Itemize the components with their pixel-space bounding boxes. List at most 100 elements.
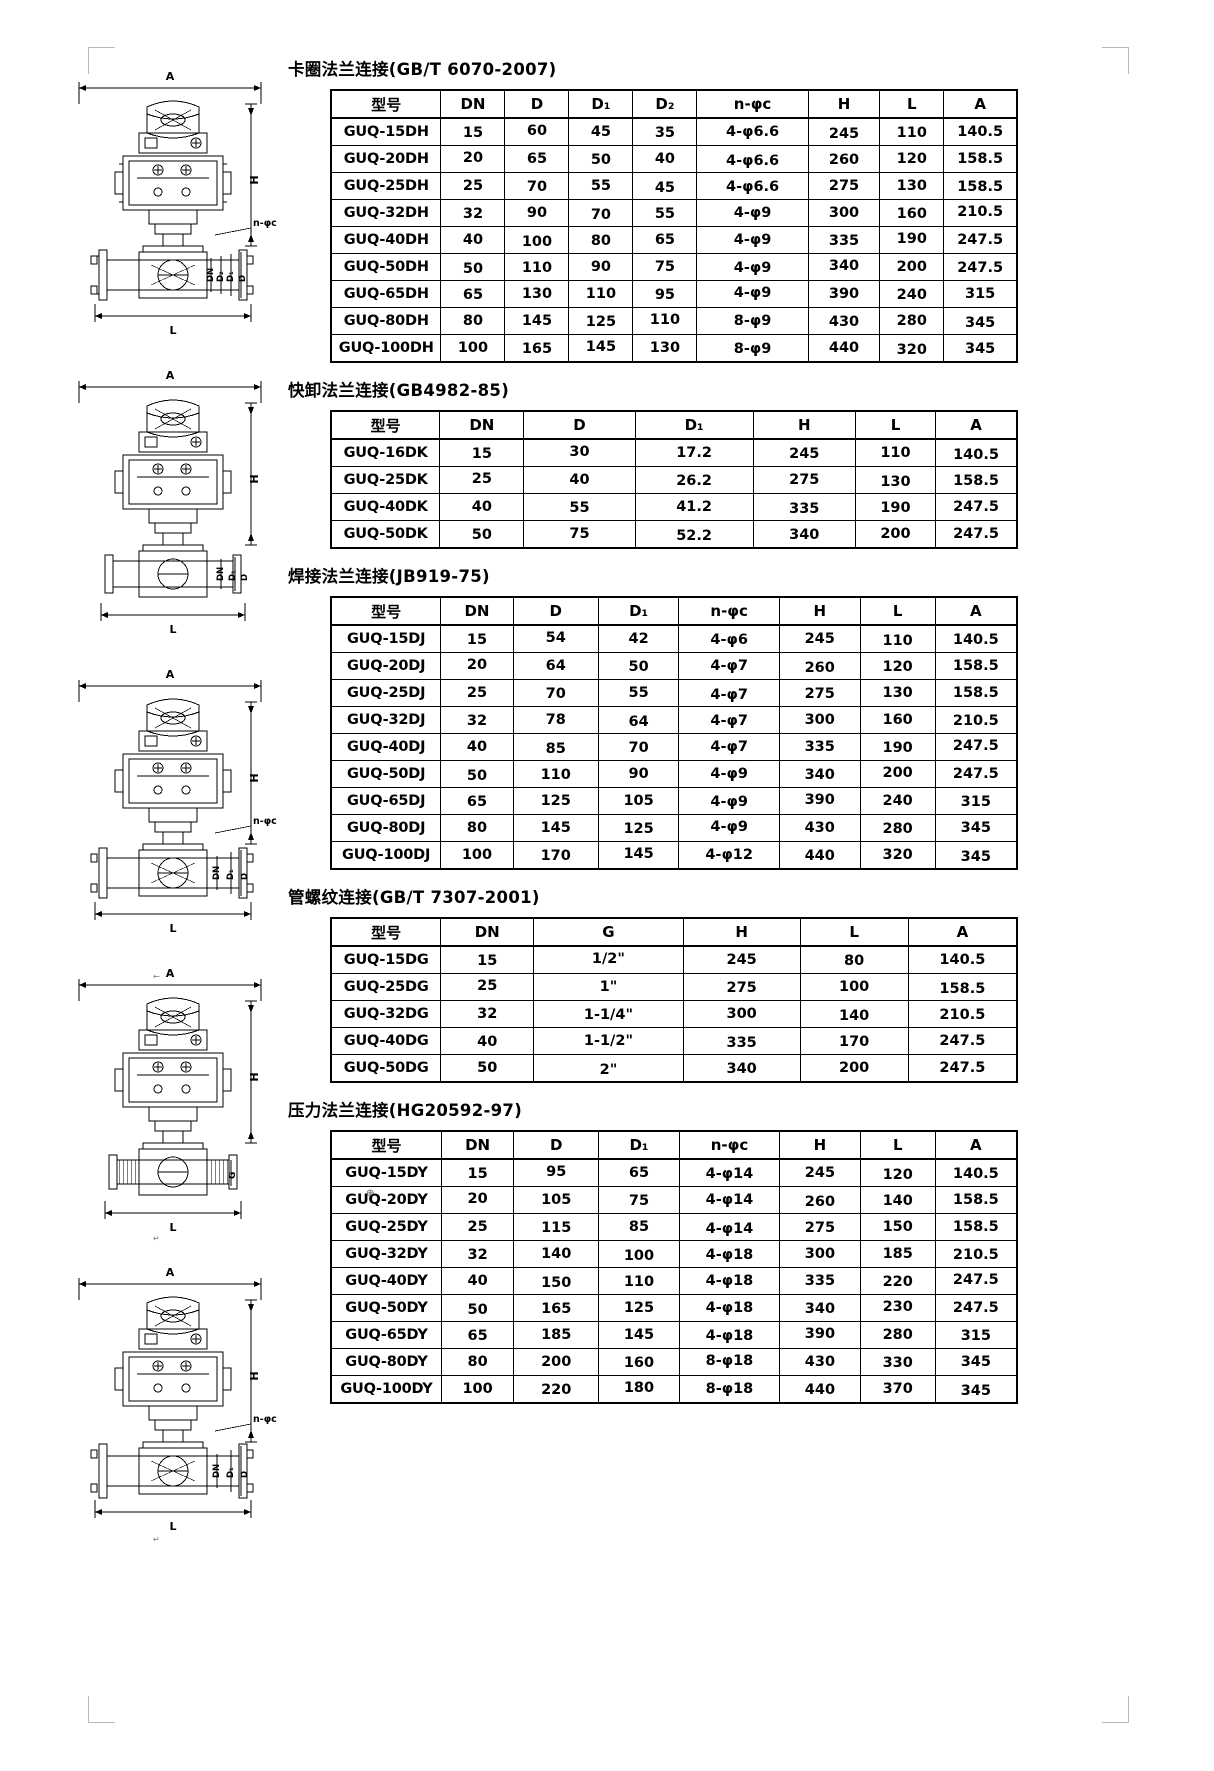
value-cell: 4-φ9 bbox=[696, 279, 809, 307]
model-cell: GUQ-40DY bbox=[330, 1267, 442, 1295]
value-cell: 345 bbox=[943, 309, 1018, 337]
column-header: n-φc bbox=[678, 1130, 781, 1160]
model-cell: GUQ-50DG bbox=[330, 1054, 442, 1082]
table-row: GUQ-32DY 32 140 100 4-φ18 300 185 210.5 bbox=[330, 1240, 1018, 1270]
model-cell: GUQ-80DY bbox=[330, 1348, 442, 1376]
value-cell: 210.5 bbox=[907, 1001, 1018, 1029]
table-row: GUQ-20DJ 20 64 50 4-φ7 260 120 158.5 bbox=[330, 651, 1018, 682]
value-cell: 115 bbox=[513, 1214, 600, 1242]
value-cell: 40 bbox=[439, 493, 525, 521]
value-cell: 220 bbox=[859, 1268, 936, 1296]
value-cell: 440 bbox=[807, 334, 881, 362]
column-header: 型号 bbox=[330, 596, 442, 626]
value-cell: 25 bbox=[440, 679, 514, 707]
value-cell: 70 bbox=[568, 201, 634, 229]
table-row: GUQ-40DK 40 55 41.2 335 190 247.5 bbox=[330, 493, 1018, 523]
svg-text:L: L bbox=[169, 324, 176, 337]
table-row: GUQ-65DJ 65 125 105 4-φ9 390 240 315 bbox=[330, 786, 1018, 816]
value-cell: 140 bbox=[513, 1240, 600, 1268]
value-cell: 110 bbox=[859, 626, 936, 655]
model-cell: GUQ-20DJ bbox=[330, 652, 442, 680]
table-row: GUQ-15DG 15 1/2" 245 80 140.5 bbox=[330, 944, 1018, 975]
value-cell: 320 bbox=[879, 336, 945, 364]
value-cell: 247.5 bbox=[934, 1294, 1018, 1322]
value-cell: 160 bbox=[859, 706, 936, 734]
column-header: DN bbox=[440, 917, 535, 947]
valve-assembly-diagram: A bbox=[78, 369, 262, 636]
svg-text:L: L bbox=[169, 922, 176, 935]
table-row: GUQ-40DH 40 100 80 65 4-φ9 335 190 247.5 bbox=[330, 225, 1018, 256]
value-cell: 247.5 bbox=[907, 1054, 1018, 1082]
value-cell: 105 bbox=[513, 1186, 600, 1214]
value-cell: 65 bbox=[440, 281, 506, 309]
value-cell: 190 bbox=[854, 494, 937, 522]
column-header: D₂ bbox=[632, 89, 698, 119]
svg-text:D: D bbox=[240, 1471, 250, 1478]
value-cell: 240 bbox=[859, 787, 936, 815]
table-row: GUQ-20DY 20 105 75 4-φ14 260 140 158.5 bbox=[330, 1185, 1018, 1216]
column-header: H bbox=[779, 1130, 861, 1160]
value-cell: 110 bbox=[879, 118, 945, 147]
value-cell: 60 bbox=[504, 116, 570, 145]
value-cell: 345 bbox=[934, 843, 1018, 871]
value-cell: 35 bbox=[632, 118, 698, 147]
value-cell: 275 bbox=[778, 680, 861, 708]
value-cell: 4-φ18 bbox=[678, 1322, 781, 1350]
column-header: L bbox=[879, 89, 945, 119]
value-cell: 78 bbox=[512, 706, 599, 734]
value-cell: 4-φ14 bbox=[678, 1186, 781, 1214]
model-cell: GUQ-32DY bbox=[330, 1240, 442, 1268]
value-cell: 15 bbox=[440, 625, 514, 654]
model-cell: GUQ-100DJ bbox=[330, 841, 442, 869]
column-header: H bbox=[778, 596, 861, 626]
value-cell: 50 bbox=[440, 1296, 515, 1324]
model-cell: GUQ-50DK bbox=[330, 520, 441, 548]
value-cell: 110 bbox=[632, 306, 698, 334]
section-title-quick-release-flange: 快卸法兰连接(GB4982-85) bbox=[288, 381, 510, 400]
value-cell: 125 bbox=[512, 787, 599, 815]
spec-table-clamp-flange: 型号 DN D D₁ D₂ n-φc H L A GUQ-15DH 15 60 45 35 4-φ6.6 24… bbox=[330, 89, 1018, 364]
value-cell: 140.5 bbox=[934, 625, 1018, 654]
value-cell: 50 bbox=[568, 146, 634, 174]
drawing-welded-flange: A bbox=[55, 658, 290, 957]
value-cell: 140.5 bbox=[935, 440, 1018, 469]
svg-text:L: L bbox=[169, 623, 176, 636]
value-cell: 75 bbox=[523, 520, 636, 548]
value-cell: 4-φ18 bbox=[678, 1267, 781, 1295]
drawing-pipe-thread: A ← bbox=[55, 957, 290, 1256]
value-cell: 140.5 bbox=[934, 1159, 1018, 1188]
value-cell: 150 bbox=[513, 1269, 600, 1297]
model-cell: GUQ-16DK bbox=[330, 438, 441, 467]
column-header: D bbox=[523, 410, 636, 440]
value-cell: 4-φ18 bbox=[678, 1294, 781, 1322]
value-cell: 52.2 bbox=[634, 522, 754, 550]
value-cell: 440 bbox=[778, 842, 861, 870]
svg-text:A: A bbox=[166, 369, 175, 382]
value-cell: 4-φ9 bbox=[696, 226, 809, 254]
value-cell: 26.2 bbox=[634, 467, 754, 495]
model-cell: GUQ-65DH bbox=[330, 280, 442, 308]
table-row: GUQ-16DK 15 30 17.2 245 110 140.5 bbox=[330, 437, 1018, 469]
value-cell: 20 bbox=[440, 144, 506, 172]
value-cell: 200 bbox=[854, 520, 937, 548]
column-header: A bbox=[907, 917, 1018, 947]
model-cell: GUQ-65DJ bbox=[330, 787, 442, 815]
value-cell: 315 bbox=[943, 280, 1018, 308]
value-cell: 70 bbox=[504, 173, 570, 201]
table-row: GUQ-32DG 32 1-1/4" 300 140 210.5 bbox=[330, 1000, 1018, 1030]
drawing-column: A bbox=[55, 60, 290, 1555]
value-cell: 247.5 bbox=[935, 520, 1018, 548]
value-cell: 185 bbox=[513, 1321, 600, 1349]
value-cell: 2" bbox=[533, 1056, 684, 1084]
column-header: A bbox=[935, 410, 1018, 440]
svg-text:←: ← bbox=[153, 972, 160, 981]
value-cell: 4-φ7 bbox=[678, 733, 780, 761]
svg-text:↵: ↵ bbox=[153, 1535, 160, 1544]
value-cell: 210.5 bbox=[934, 1241, 1018, 1269]
svg-text:D: D bbox=[240, 574, 250, 581]
table-row: GUQ-15DJ 15 54 42 4-φ6 245 110 140.5 bbox=[330, 623, 1018, 655]
model-cell: GUQ-15DG bbox=[330, 945, 442, 974]
value-cell: 25 bbox=[440, 172, 506, 200]
value-cell: 4-φ7 bbox=[678, 681, 780, 709]
table-row: GUQ-50DJ 50 110 90 4-φ9 340 200 247.5 bbox=[330, 759, 1018, 790]
